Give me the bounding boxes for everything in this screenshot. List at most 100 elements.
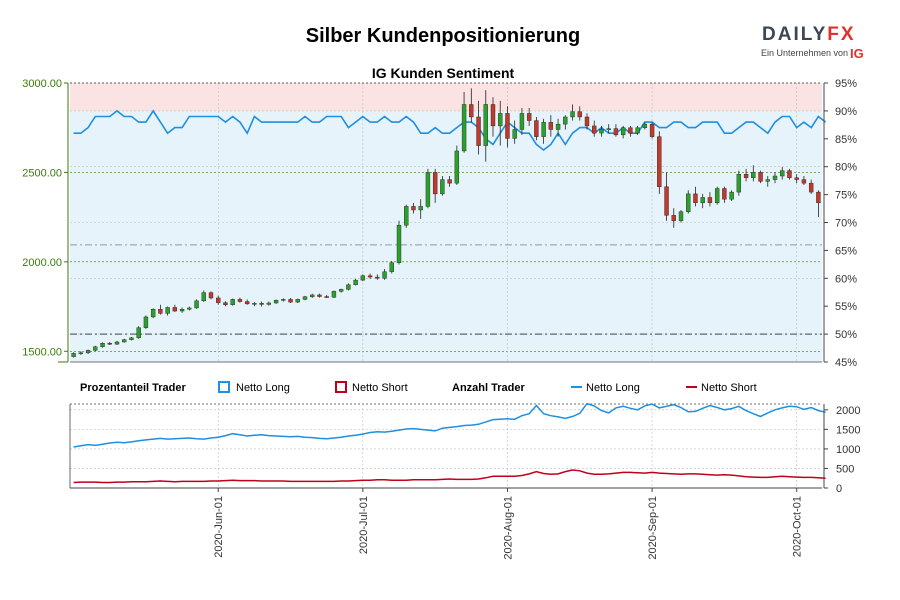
- candle-body: [216, 297, 221, 303]
- candle: [772, 172, 778, 184]
- candle: [143, 315, 149, 329]
- percent-tick-label: 45%: [835, 357, 857, 369]
- candle-body: [172, 307, 178, 312]
- candle: [714, 186, 720, 205]
- price-axis: 3000.00 2500.00 2000.00 1500.00: [22, 78, 69, 363]
- candle: [375, 274, 380, 280]
- candle-body: [700, 197, 705, 204]
- candle-body: [158, 309, 163, 314]
- candle-body: [165, 307, 170, 314]
- candle: [686, 190, 691, 214]
- percent-tick-label: 60%: [835, 273, 857, 285]
- candle: [780, 167, 785, 180]
- legend-short-box: [335, 381, 347, 393]
- candle: [664, 172, 669, 221]
- candle-body: [563, 116, 568, 125]
- candle-body: [635, 127, 640, 134]
- percent-tick-label: 75%: [835, 190, 857, 202]
- price-tick-label: 1500.00: [22, 346, 62, 358]
- candle: [411, 202, 416, 214]
- candle-body: [223, 302, 228, 305]
- candle-body: [729, 191, 734, 200]
- candle-body: [418, 206, 423, 211]
- candle: [584, 113, 590, 130]
- candle-body: [772, 175, 778, 180]
- candle-body: [780, 170, 785, 177]
- candle: [461, 91, 467, 153]
- percent-tick-label: 50%: [835, 329, 857, 341]
- legend-short-count-label: Netto Short: [701, 382, 757, 394]
- candle-body: [664, 186, 669, 216]
- candle-body: [606, 128, 611, 130]
- candle-body: [331, 291, 337, 298]
- candle: [302, 295, 308, 301]
- candle: [729, 190, 734, 202]
- candle: [353, 278, 358, 286]
- candle-body: [541, 122, 546, 137]
- candle: [570, 104, 575, 121]
- candle-body: [751, 172, 756, 178]
- count-axis: 2000 1500 1000 500 0: [823, 404, 860, 495]
- candle: [505, 106, 510, 148]
- candle: [548, 115, 554, 137]
- candle: [693, 186, 698, 207]
- candle: [310, 293, 315, 298]
- main-panel: 3000.00 2500.00 2000.00 1500.00 95% 90% 85% 80…: [22, 65, 857, 369]
- net-long-count-line: [73, 402, 826, 448]
- candle: [599, 125, 604, 137]
- candle-body: [794, 177, 799, 180]
- candle-body: [375, 276, 380, 279]
- candle-body: [461, 104, 467, 152]
- candle: [122, 338, 127, 343]
- candle-body: [649, 123, 655, 137]
- candle: [469, 88, 474, 123]
- candle: [338, 288, 344, 293]
- candle: [85, 349, 91, 354]
- candle: [751, 165, 756, 182]
- lower-grid: [69, 403, 822, 489]
- short-zone: [70, 83, 822, 111]
- date-tick-label: 2020-Oct-01: [792, 496, 804, 557]
- legend: Prozentanteil Trader Netto Long Netto Sh…: [80, 381, 757, 394]
- candle-body: [129, 337, 134, 340]
- candle: [541, 118, 546, 144]
- candle-body: [440, 179, 445, 195]
- candle: [136, 326, 141, 339]
- candle: [657, 131, 662, 194]
- candle: [360, 274, 366, 282]
- candle-body: [483, 104, 488, 146]
- count-tick-label: 500: [836, 463, 854, 475]
- candle: [722, 186, 727, 203]
- candle: [563, 115, 568, 130]
- candle-body: [548, 122, 554, 130]
- candle-body: [570, 111, 575, 118]
- candle: [808, 179, 814, 194]
- candle-body: [743, 174, 749, 178]
- candle-body: [150, 309, 156, 318]
- percent-axis: 95% 90% 85% 80% 75% 70% 65% 60% 55% 50% 45%: [823, 78, 857, 369]
- candle-body: [324, 296, 329, 298]
- candle: [490, 97, 496, 137]
- candle-body: [512, 129, 517, 139]
- candles: [71, 88, 821, 358]
- candle: [642, 122, 648, 130]
- brand-tagline: Ein Unternehmen von: [761, 48, 848, 58]
- count-tick-label: 2000: [836, 405, 860, 417]
- candle: [476, 100, 481, 155]
- count-tick-label: 1500: [836, 424, 860, 436]
- candle: [201, 290, 206, 302]
- candle: [114, 340, 120, 346]
- candle: [635, 125, 640, 135]
- candle: [628, 125, 633, 137]
- candle: [454, 145, 460, 185]
- candle-body: [71, 353, 76, 357]
- candle: [172, 304, 178, 312]
- candle: [736, 170, 742, 196]
- candle-body: [758, 172, 763, 182]
- long-percentage-line: [73, 109, 827, 152]
- percent-tick-label: 55%: [835, 301, 857, 313]
- candle: [404, 204, 409, 228]
- candle: [288, 297, 293, 303]
- candle-body: [194, 300, 199, 309]
